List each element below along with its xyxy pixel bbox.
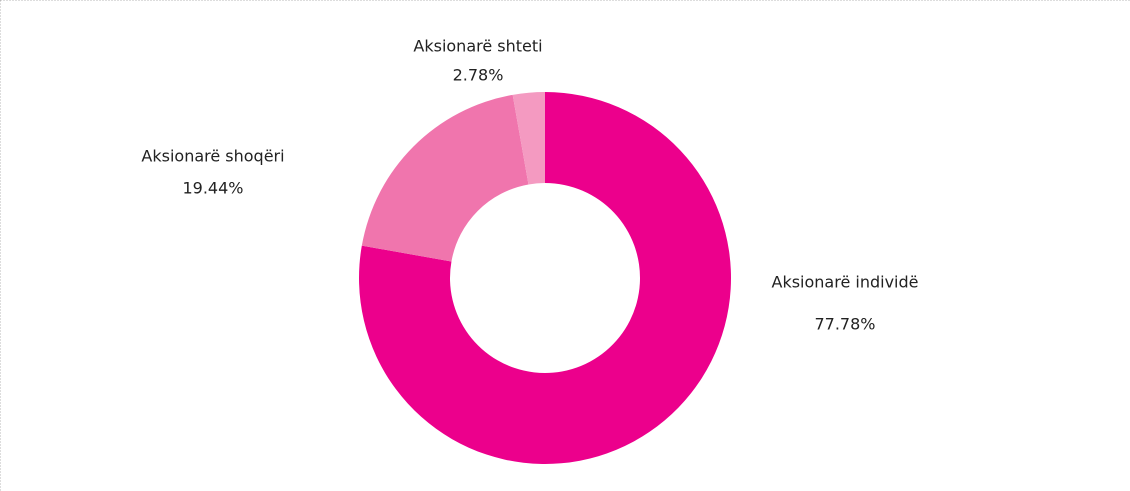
- slice-label: Aksionarë individë: [772, 273, 919, 292]
- slice-value: 77.78%: [814, 315, 875, 334]
- slice-value: 19.44%: [182, 179, 243, 198]
- donut-slice: [361, 94, 529, 262]
- slice-value: 2.78%: [453, 66, 504, 85]
- donut-slice: [512, 92, 545, 185]
- slice-label: Aksionarë shoqëri: [141, 147, 284, 166]
- donut-slice: [359, 92, 731, 464]
- slice-label: Aksionarë shteti: [413, 37, 542, 56]
